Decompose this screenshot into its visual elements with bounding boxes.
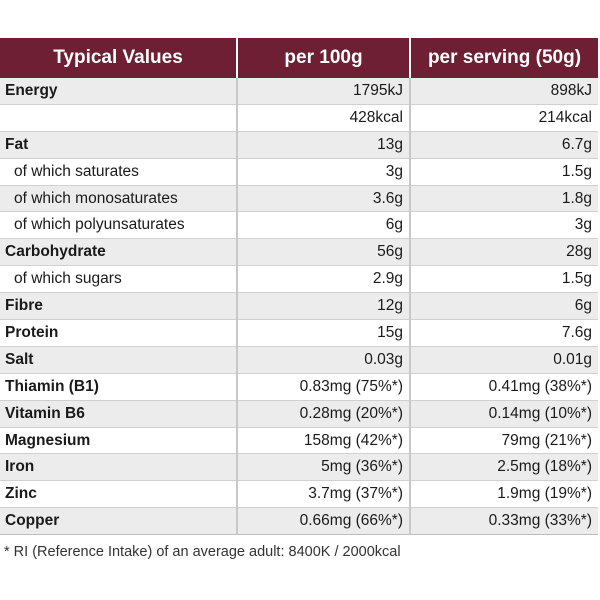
row-per100-value: 1795kJ bbox=[237, 78, 411, 105]
row-per100-value: 0.83mg (75%*) bbox=[237, 373, 411, 401]
table-row: Vitamin B6 0.28mg (20%*) 0.14mg (10%*) bbox=[0, 400, 598, 428]
table-row: Fat 13g 6.7g bbox=[0, 131, 598, 159]
header-per-100g: per 100g bbox=[237, 38, 411, 78]
row-label: Protein bbox=[0, 319, 238, 347]
row-label: Thiamin (B1) bbox=[0, 373, 238, 401]
reference-intake-footnote: * RI (Reference Intake) of an average ad… bbox=[4, 544, 401, 561]
row-per100-value: 0.03g bbox=[237, 346, 411, 374]
row-per100-value: 0.28mg (20%*) bbox=[237, 400, 411, 428]
row-serving-value: 1.8g bbox=[410, 185, 598, 213]
row-serving-value: 3g bbox=[410, 211, 598, 240]
row-serving-value: 0.33mg (33%*) bbox=[410, 507, 598, 536]
row-serving-value: 79mg (21%*) bbox=[410, 427, 598, 455]
header-typical-values: Typical Values bbox=[0, 38, 238, 78]
table-row: of which monosaturates 3.6g 1.8g bbox=[0, 185, 598, 213]
row-label: of which saturates bbox=[0, 158, 238, 186]
table-row: of which polyunsaturates 6g 3g bbox=[0, 211, 598, 240]
row-label: Fat bbox=[0, 131, 238, 159]
table-row: Iron 5mg (36%*) 2.5mg (18%*) bbox=[0, 453, 598, 482]
row-serving-value: 1.9mg (19%*) bbox=[410, 480, 598, 509]
table-row: of which sugars 2.9g 1.5g bbox=[0, 265, 598, 294]
row-serving-value: 1.5g bbox=[410, 265, 598, 294]
row-label: Zinc bbox=[0, 480, 238, 509]
table-body: Energy 1795kJ 898kJ 428kcal 214kcal Fat … bbox=[0, 78, 598, 536]
table-row: Fibre 12g 6g bbox=[0, 292, 598, 321]
row-serving-value: 2.5mg (18%*) bbox=[410, 453, 598, 482]
row-serving-value: 0.01g bbox=[410, 346, 598, 374]
row-per100-value: 6g bbox=[237, 211, 411, 240]
row-serving-value: 1.5g bbox=[410, 158, 598, 186]
row-label: Energy bbox=[0, 78, 238, 105]
row-serving-value: 7.6g bbox=[410, 319, 598, 347]
row-per100-value: 15g bbox=[237, 319, 411, 347]
row-label: Carbohydrate bbox=[0, 238, 238, 267]
row-serving-value: 214kcal bbox=[410, 104, 598, 132]
row-per100-value: 2.9g bbox=[237, 265, 411, 294]
row-label: Magnesium bbox=[0, 427, 238, 455]
table-row: Copper 0.66mg (66%*) 0.33mg (33%*) bbox=[0, 507, 598, 536]
header-per-serving: per serving (50g) bbox=[410, 38, 598, 78]
row-serving-value: 0.41mg (38%*) bbox=[410, 373, 598, 401]
row-label: of which polyunsaturates bbox=[0, 211, 238, 240]
table-row: 428kcal 214kcal bbox=[0, 104, 598, 132]
row-per100-value: 428kcal bbox=[237, 104, 411, 132]
row-per100-value: 56g bbox=[237, 238, 411, 267]
table-header: Typical Values per 100g per serving (50g… bbox=[0, 38, 598, 78]
table-row: of which saturates 3g 1.5g bbox=[0, 158, 598, 186]
row-per100-value: 158mg (42%*) bbox=[237, 427, 411, 455]
row-label: Vitamin B6 bbox=[0, 400, 238, 428]
row-label bbox=[0, 104, 238, 132]
table-row: Zinc 3.7mg (37%*) 1.9mg (19%*) bbox=[0, 480, 598, 509]
table-row: Carbohydrate 56g 28g bbox=[0, 238, 598, 267]
row-per100-value: 3.7mg (37%*) bbox=[237, 480, 411, 509]
row-serving-value: 898kJ bbox=[410, 78, 598, 105]
row-per100-value: 3g bbox=[237, 158, 411, 186]
table-row: Salt 0.03g 0.01g bbox=[0, 346, 598, 374]
row-label: of which sugars bbox=[0, 265, 238, 294]
header-row: Typical Values per 100g per serving (50g… bbox=[0, 38, 598, 78]
table-row: Protein 15g 7.6g bbox=[0, 319, 598, 347]
row-serving-value: 6.7g bbox=[410, 131, 598, 159]
nutrition-table: Typical Values per 100g per serving (50g… bbox=[0, 38, 598, 536]
row-per100-value: 5mg (36%*) bbox=[237, 453, 411, 482]
row-label: Copper bbox=[0, 507, 238, 536]
row-per100-value: 12g bbox=[237, 292, 411, 321]
row-per100-value: 3.6g bbox=[237, 185, 411, 213]
nutrition-panel: Typical Values per 100g per serving (50g… bbox=[0, 38, 600, 560]
row-label: of which monosaturates bbox=[0, 185, 238, 213]
row-serving-value: 28g bbox=[410, 238, 598, 267]
row-per100-value: 13g bbox=[237, 131, 411, 159]
row-per100-value: 0.66mg (66%*) bbox=[237, 507, 411, 536]
row-serving-value: 6g bbox=[410, 292, 598, 321]
row-label: Iron bbox=[0, 453, 238, 482]
table-row: Energy 1795kJ 898kJ bbox=[0, 78, 598, 105]
table-row: Magnesium 158mg (42%*) 79mg (21%*) bbox=[0, 427, 598, 455]
table-row: Thiamin (B1) 0.83mg (75%*) 0.41mg (38%*) bbox=[0, 373, 598, 401]
row-label: Salt bbox=[0, 346, 238, 374]
row-label: Fibre bbox=[0, 292, 238, 321]
row-serving-value: 0.14mg (10%*) bbox=[410, 400, 598, 428]
